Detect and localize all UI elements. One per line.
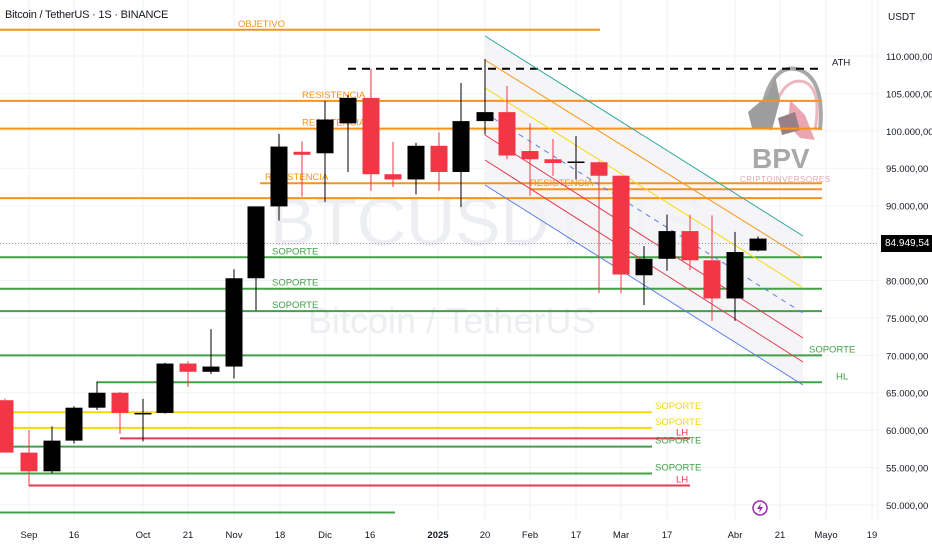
current-price-label: 84.949,54 [881,235,932,252]
candle[interactable] [88,392,106,408]
y-tick-label: 80.000,00 [886,276,928,287]
x-tick-label: 19 [867,530,878,541]
y-tick-label: 75.000,00 [886,314,928,325]
x-tick-label: Dic [318,530,332,541]
time-axis[interactable] [0,520,932,550]
candle[interactable] [247,206,265,279]
channel-fill [485,36,803,385]
x-tick-label: Sep [21,530,38,541]
x-tick-label: 20 [480,530,491,541]
x-tick-label: 17 [571,530,582,541]
candle[interactable] [111,392,129,413]
support-resistance-levels: OBJETIVO ATH RESISTENCIA RESISTENCIA RESISTE… [0,19,855,514]
level-label: SOPORTE [655,436,701,447]
candle[interactable] [430,145,448,172]
level-label: ATH [832,58,850,69]
x-tick-label: Mar [613,530,629,541]
y-tick-label: 110.000,00 [886,52,932,63]
x-tick-label: Mayo [814,530,837,541]
candle[interactable] [225,278,243,367]
level-label: SOPORTE [272,300,318,311]
level-label: RESISTENCIA [302,118,366,129]
chart-title: Bitcoin / TetherUS · 1S · BINANCE [5,9,169,21]
y-tick-label: 100.000,00 [886,127,932,138]
candle[interactable] [65,407,83,441]
svg-text:CRIPTOINVERSORES: CRIPTOINVERSORES [740,175,831,184]
candle[interactable] [20,452,38,472]
candle[interactable] [498,112,516,156]
x-tick-label: Abr [728,530,743,541]
svg-text:BPV: BPV [752,143,810,174]
candle[interactable] [544,159,562,164]
candle[interactable] [567,161,585,164]
level-label: LH [676,475,688,486]
y-tick-label: 55.000,00 [886,464,928,475]
candle[interactable] [703,260,721,299]
x-tick-label: 21 [775,530,786,541]
level-label: SOPORTE [272,246,318,257]
candle[interactable] [156,363,174,413]
x-tick-label: 18 [275,530,286,541]
svg-text:Bitcoin / TetherUS: Bitcoin / TetherUS [308,300,595,341]
x-tick-label: 2025 [427,530,449,541]
candle[interactable] [407,145,425,180]
candle[interactable] [452,121,470,172]
candle[interactable] [521,151,539,160]
candle[interactable] [316,119,334,154]
candle[interactable] [339,97,357,124]
y-tick-label: 60.000,00 [886,426,928,437]
candle[interactable] [0,400,14,453]
y-tick-label: 105.000,00 [886,89,932,100]
x-tick-label: 16 [69,530,80,541]
level-label: SOPORTE [272,278,318,289]
candle[interactable] [362,97,380,175]
level-label: RESISTENCIA [302,90,366,101]
candle[interactable] [202,366,220,372]
level-label: RESISTENCIA [265,172,329,183]
candle[interactable] [749,238,767,251]
level-label: SOPORTE [655,401,701,412]
candle[interactable] [681,231,699,261]
level-label: HL [836,371,848,382]
y-tick-label: 90.000,00 [886,202,928,213]
y-tick-label: 65.000,00 [886,389,928,400]
candle[interactable] [612,175,630,275]
price-axis[interactable] [878,0,932,550]
candle[interactable] [270,146,288,207]
candle[interactable] [590,162,608,176]
currency-selector[interactable]: USDT [888,12,916,23]
candle[interactable] [134,412,152,415]
level-label: OBJETIVO [238,19,285,30]
candle[interactable] [476,112,494,122]
level-label: SOPORTE [809,344,855,355]
candle[interactable] [658,231,676,259]
candle[interactable] [726,252,744,299]
candle[interactable] [635,258,653,276]
level-label: LH [676,427,688,438]
x-tick-label: 17 [662,530,673,541]
x-tick-label: Feb [522,530,538,541]
y-tick-label: 70.000,00 [886,351,928,362]
x-tick-label: Nov [226,530,243,541]
x-tick-label: 21 [183,530,194,541]
candle[interactable] [43,440,61,472]
candle[interactable] [293,151,311,155]
candlesticks[interactable] [0,58,767,487]
candle[interactable] [179,363,197,372]
candle[interactable] [384,174,402,180]
y-tick-label: 95.000,00 [886,164,928,175]
level-label: SOPORTE [655,417,701,428]
lightning-event-icon[interactable] [752,500,768,516]
level-label: SOPORTE [655,463,701,474]
x-tick-label: Oct [136,530,151,541]
x-tick-label: 16 [365,530,376,541]
y-tick-label: 50.000,00 [886,501,928,512]
